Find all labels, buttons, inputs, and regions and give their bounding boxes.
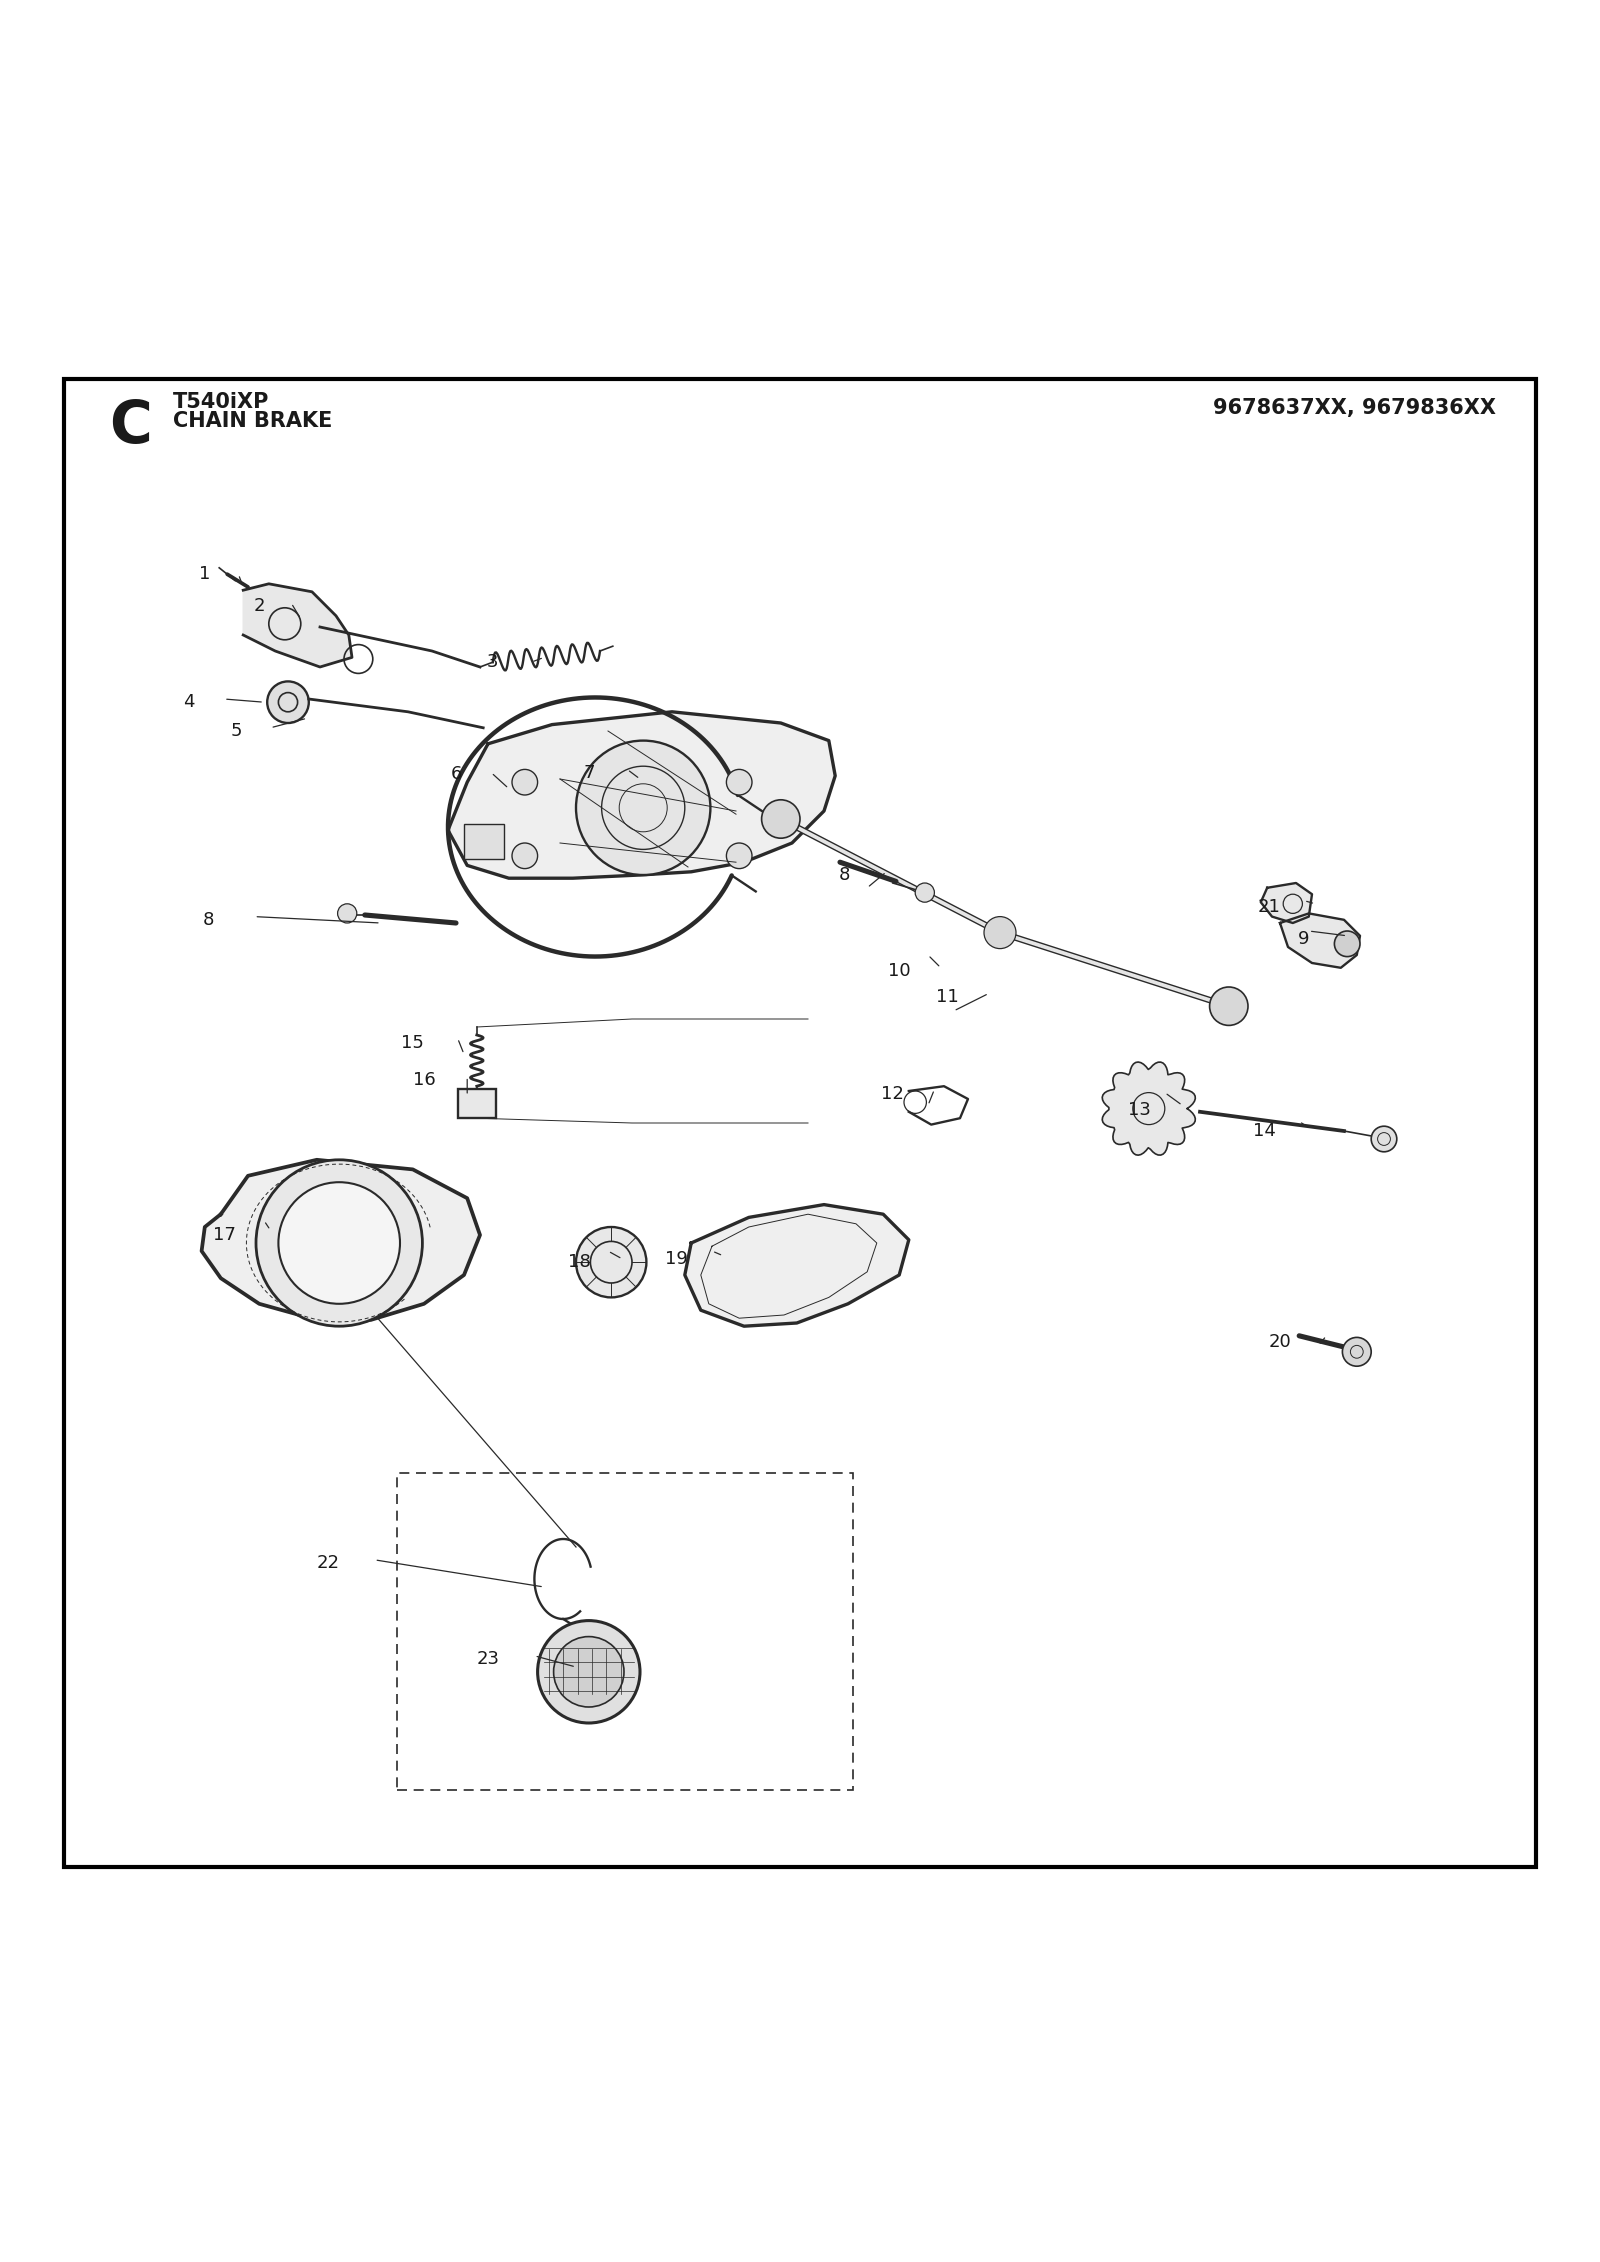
Text: 11: 11 — [936, 988, 958, 1007]
Text: 19: 19 — [666, 1251, 688, 1269]
Text: 8: 8 — [202, 912, 214, 930]
Text: 17: 17 — [213, 1226, 235, 1244]
Circle shape — [915, 882, 934, 903]
Text: 6: 6 — [450, 765, 462, 783]
Text: 23: 23 — [477, 1649, 499, 1667]
Text: 22: 22 — [317, 1554, 339, 1572]
Circle shape — [538, 1620, 640, 1724]
Circle shape — [554, 1638, 624, 1708]
Circle shape — [256, 1160, 422, 1326]
Text: 12: 12 — [882, 1086, 904, 1104]
Circle shape — [278, 1183, 400, 1303]
Polygon shape — [243, 584, 352, 667]
Text: 18: 18 — [568, 1253, 590, 1271]
Polygon shape — [448, 713, 835, 878]
Text: 1: 1 — [198, 566, 211, 584]
Circle shape — [984, 916, 1016, 948]
Text: C: C — [109, 398, 152, 455]
Circle shape — [726, 844, 752, 869]
Circle shape — [1210, 986, 1248, 1025]
Text: 5: 5 — [230, 722, 243, 740]
Text: 14: 14 — [1253, 1122, 1275, 1140]
Circle shape — [1371, 1126, 1397, 1151]
Circle shape — [726, 769, 752, 794]
Circle shape — [1334, 932, 1360, 957]
Circle shape — [512, 844, 538, 869]
Circle shape — [512, 769, 538, 794]
Text: 15: 15 — [402, 1034, 424, 1052]
Circle shape — [338, 905, 357, 923]
Text: 16: 16 — [413, 1070, 435, 1088]
Text: 20: 20 — [1269, 1332, 1291, 1350]
Polygon shape — [1261, 882, 1312, 923]
Text: 21: 21 — [1258, 898, 1280, 916]
Text: CHAIN BRAKE: CHAIN BRAKE — [173, 412, 333, 432]
Bar — [397, 1473, 853, 1789]
Circle shape — [267, 681, 309, 724]
Circle shape — [762, 801, 800, 839]
Polygon shape — [202, 1160, 480, 1319]
Polygon shape — [1102, 1063, 1195, 1156]
Text: 4: 4 — [182, 692, 195, 710]
Text: 10: 10 — [888, 961, 910, 979]
Circle shape — [576, 740, 710, 875]
Polygon shape — [685, 1206, 909, 1326]
Text: 13: 13 — [1128, 1102, 1150, 1120]
Bar — [464, 823, 504, 860]
Text: 2: 2 — [253, 597, 266, 615]
Text: 9678637XX, 9679836XX: 9678637XX, 9679836XX — [1213, 398, 1496, 418]
Text: 7: 7 — [582, 765, 595, 783]
Text: 9: 9 — [1298, 930, 1310, 948]
Circle shape — [576, 1226, 646, 1298]
Bar — [458, 1090, 496, 1117]
Text: 3: 3 — [486, 654, 499, 672]
Polygon shape — [1280, 914, 1360, 968]
Text: 8: 8 — [838, 866, 851, 884]
Circle shape — [1342, 1337, 1371, 1366]
Text: T540iXP: T540iXP — [173, 391, 269, 412]
